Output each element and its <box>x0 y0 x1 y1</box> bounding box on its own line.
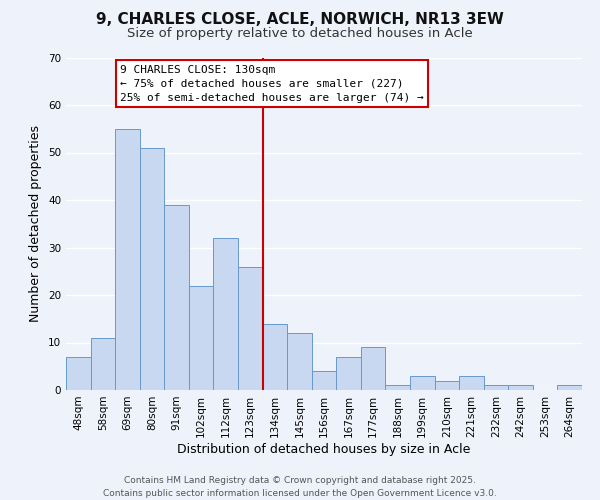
Bar <box>287 333 312 390</box>
Y-axis label: Number of detached properties: Number of detached properties <box>29 125 43 322</box>
X-axis label: Distribution of detached houses by size in Acle: Distribution of detached houses by size … <box>178 442 470 456</box>
Bar <box>385 385 410 390</box>
Bar <box>189 286 214 390</box>
Bar <box>410 376 434 390</box>
Bar <box>459 376 484 390</box>
Bar <box>214 238 238 390</box>
Bar <box>263 324 287 390</box>
Bar <box>336 357 361 390</box>
Bar <box>508 385 533 390</box>
Bar <box>484 385 508 390</box>
Text: Size of property relative to detached houses in Acle: Size of property relative to detached ho… <box>127 28 473 40</box>
Bar <box>140 148 164 390</box>
Text: 9 CHARLES CLOSE: 130sqm
← 75% of detached houses are smaller (227)
25% of semi-d: 9 CHARLES CLOSE: 130sqm ← 75% of detache… <box>120 64 424 102</box>
Bar <box>361 347 385 390</box>
Bar <box>66 357 91 390</box>
Bar <box>238 266 263 390</box>
Bar <box>164 205 189 390</box>
Bar <box>434 380 459 390</box>
Bar <box>91 338 115 390</box>
Bar <box>312 371 336 390</box>
Bar <box>115 128 140 390</box>
Bar <box>557 385 582 390</box>
Text: Contains HM Land Registry data © Crown copyright and database right 2025.
Contai: Contains HM Land Registry data © Crown c… <box>103 476 497 498</box>
Text: 9, CHARLES CLOSE, ACLE, NORWICH, NR13 3EW: 9, CHARLES CLOSE, ACLE, NORWICH, NR13 3E… <box>96 12 504 28</box>
